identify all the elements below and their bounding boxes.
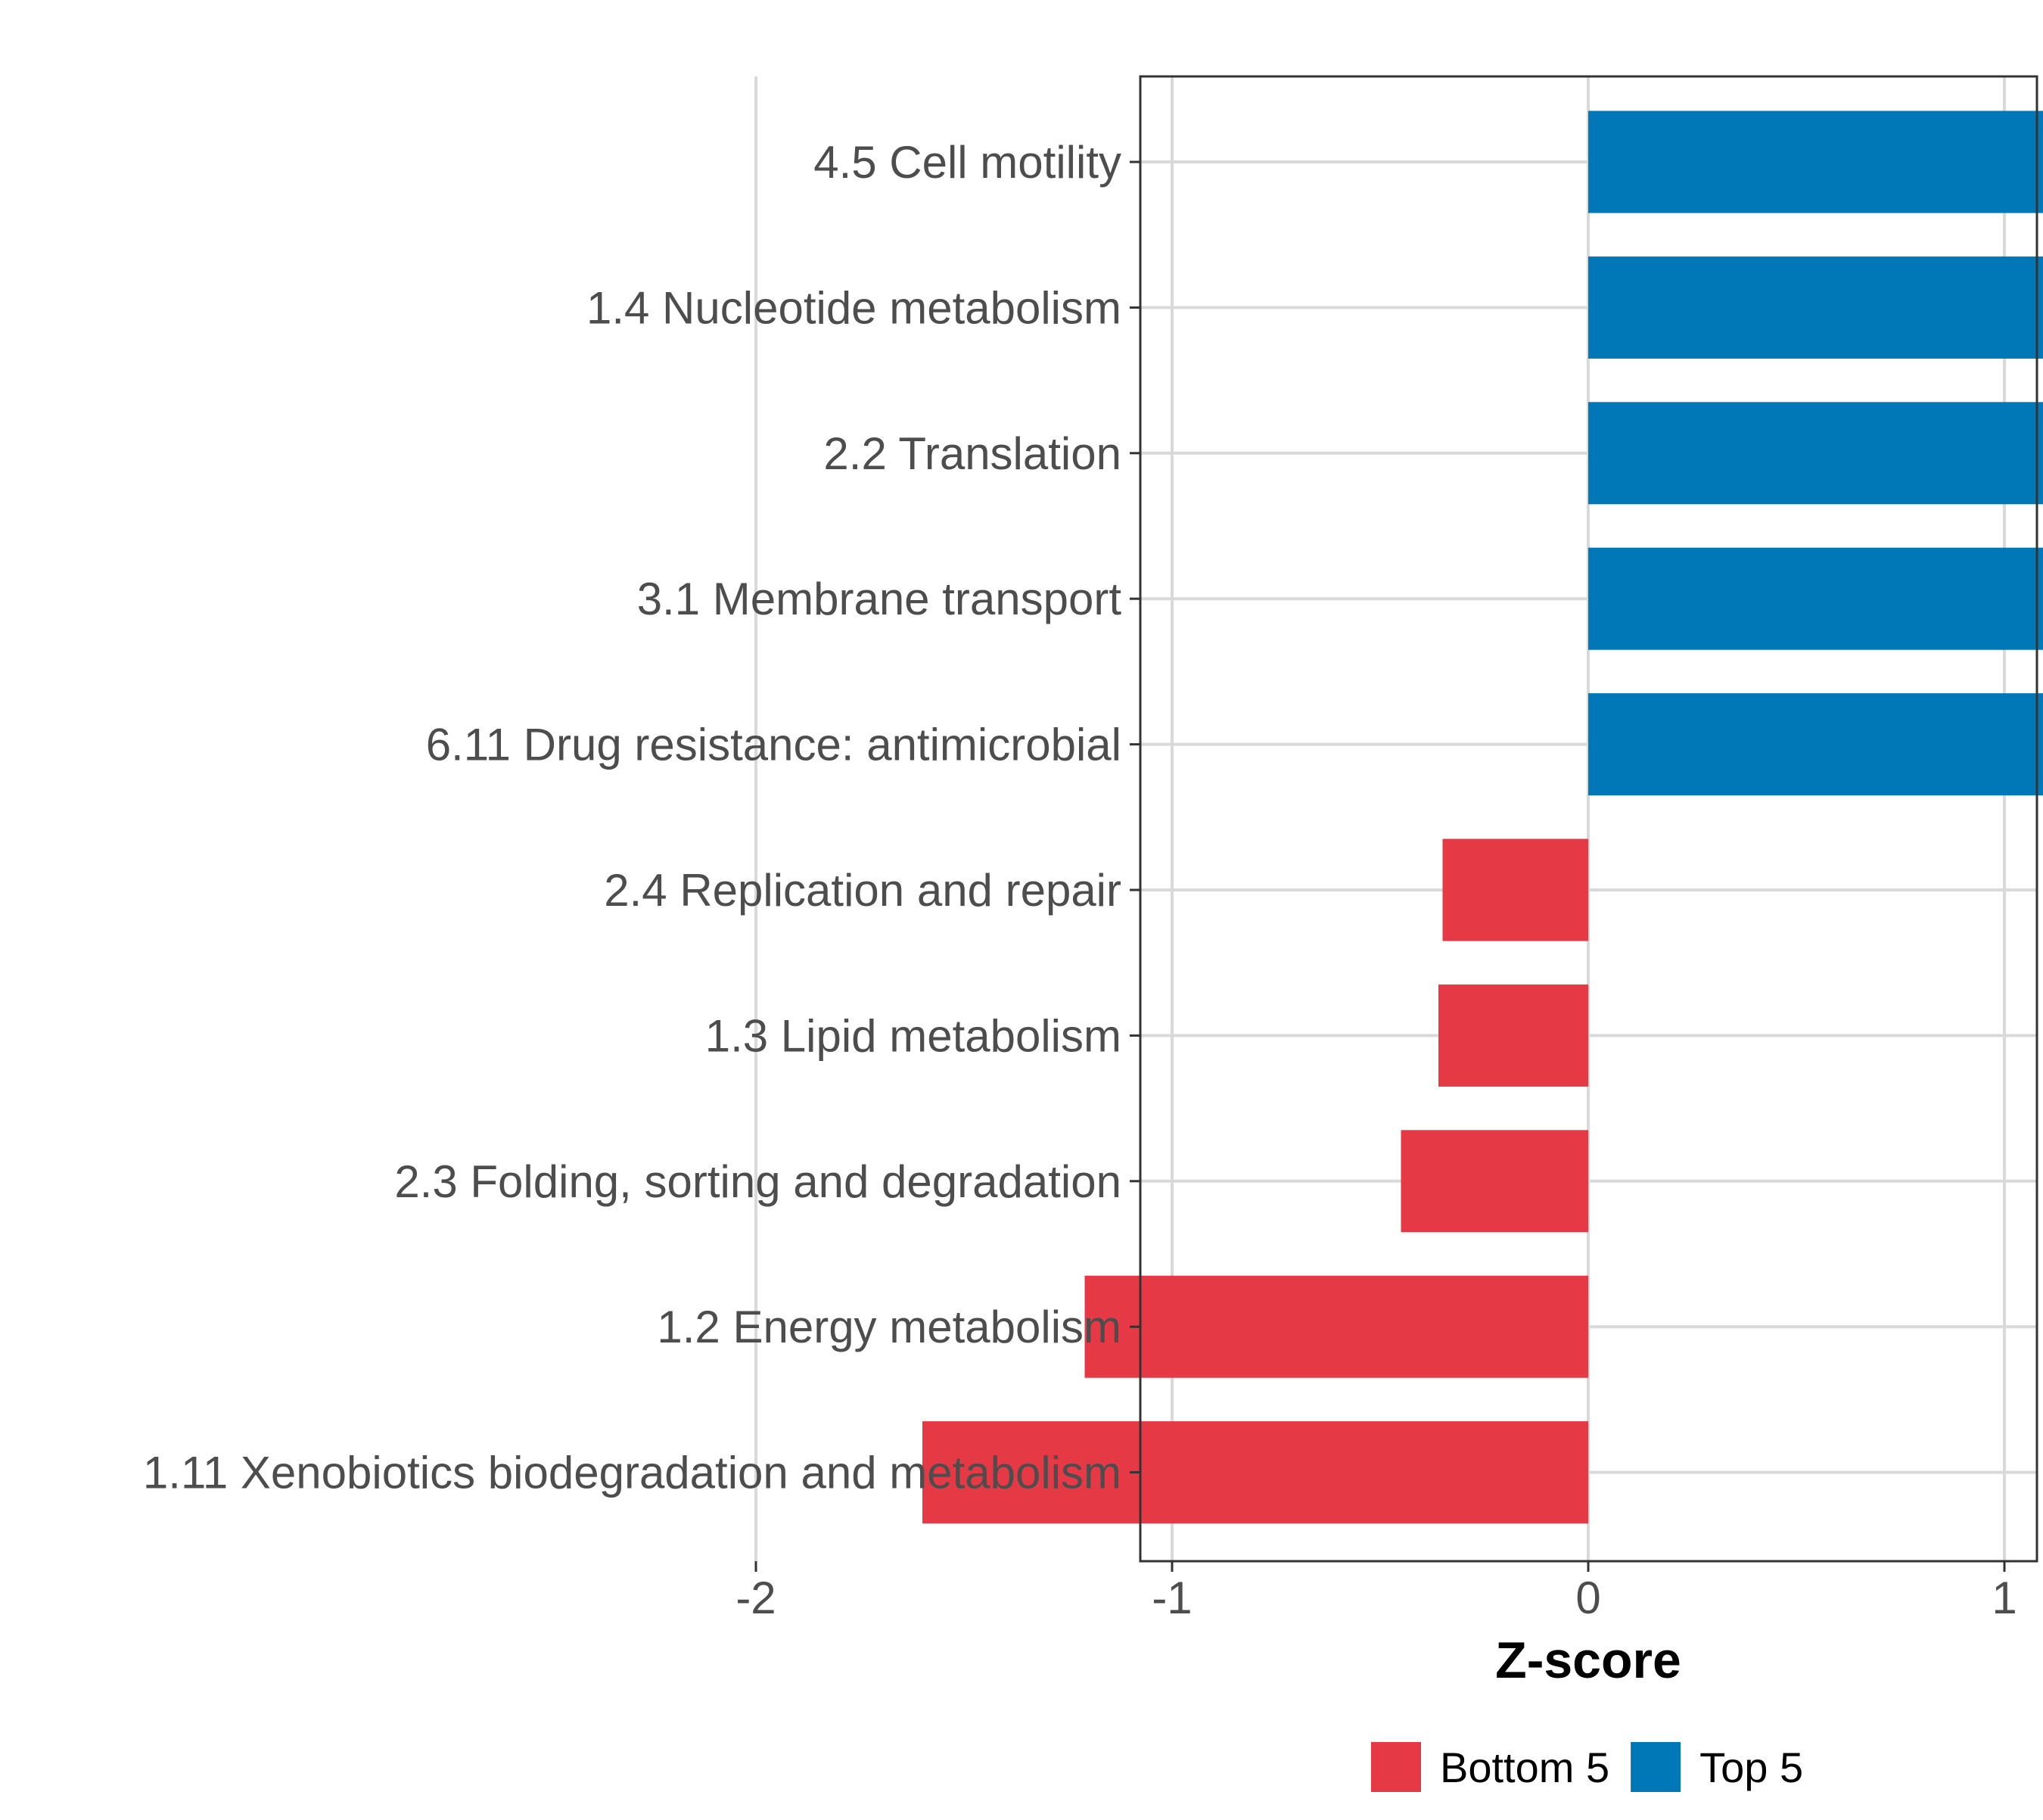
bar bbox=[1588, 693, 2043, 796]
legend-swatch bbox=[1631, 1742, 1681, 1792]
bar bbox=[1438, 984, 1588, 1087]
y-tick-label: 2.4 Replication and repair bbox=[604, 865, 1121, 916]
bar bbox=[1588, 402, 2043, 505]
y-tick-label: 3.1 Membrane transport bbox=[637, 574, 1122, 624]
x-tick-label: -2 bbox=[735, 1573, 776, 1623]
y-tick-label: 1.4 Nucleotide metabolism bbox=[586, 282, 1121, 333]
y-tick-label: 6.11 Drug resistance: antimicrobial bbox=[426, 720, 1121, 770]
bar bbox=[1084, 1275, 1588, 1378]
y-tick-label: 1.11 Xenobiotics biodegradation and meta… bbox=[143, 1448, 1121, 1498]
legend-label: Bottom 5 bbox=[1440, 1744, 1609, 1791]
x-tick-label: -1 bbox=[1152, 1573, 1192, 1623]
bars bbox=[922, 110, 2043, 1524]
legend: Bottom 5 Top 5 bbox=[1371, 1742, 1803, 1792]
y-tick-label: 2.3 Folding, sorting and degradation bbox=[394, 1156, 1121, 1207]
x-axis: -2-1012 bbox=[735, 1561, 2017, 1623]
y-tick-label: 4.5 Cell motility bbox=[813, 137, 1121, 188]
y-axis: 4.5 Cell motility 1.4 Nucleotide metaboli… bbox=[143, 137, 1140, 1498]
bar bbox=[922, 1421, 1588, 1524]
bar bbox=[1442, 838, 1588, 941]
bar bbox=[1401, 1130, 1588, 1233]
legend-swatch bbox=[1371, 1742, 1421, 1792]
bar bbox=[1588, 110, 2043, 213]
bar bbox=[1588, 547, 2043, 650]
x-tick-label: 0 bbox=[1575, 1573, 1600, 1623]
bar bbox=[1588, 256, 2043, 359]
y-tick-label: 1.3 Lipid metabolism bbox=[705, 1010, 1121, 1061]
x-tick-label: 1 bbox=[1992, 1573, 2017, 1623]
legend-label: Top 5 bbox=[1699, 1744, 1803, 1791]
x-axis-title: Z-score bbox=[1495, 1632, 1681, 1689]
y-tick-label: 2.2 Translation bbox=[823, 428, 1121, 479]
y-tick-label: 1.2 Energy metabolism bbox=[657, 1302, 1121, 1352]
